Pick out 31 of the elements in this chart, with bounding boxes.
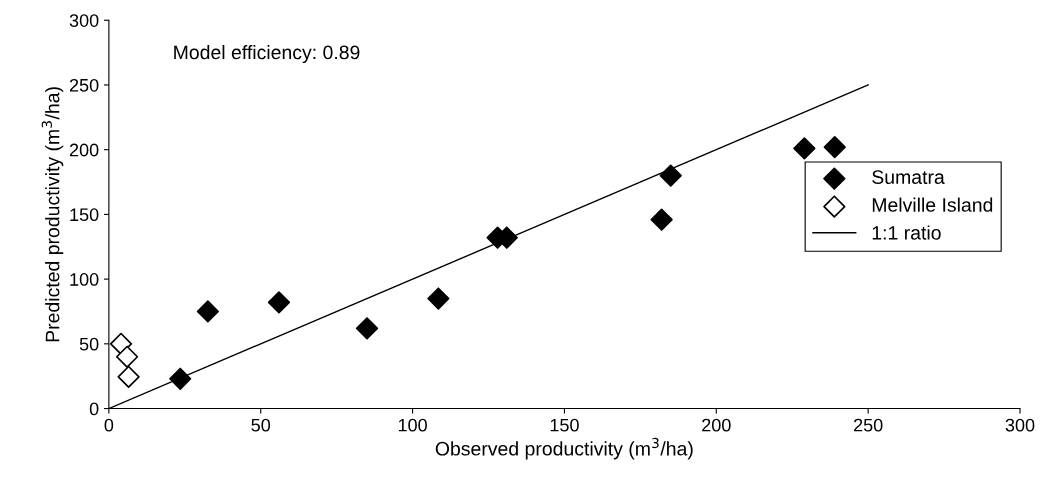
point (793, 137, 816, 160)
point (659, 164, 682, 187)
x-tick-label: 250 (854, 418, 883, 432)
y-tick-label: 100 (70, 273, 99, 286)
x-tick-label: 100 (398, 418, 427, 432)
x-tick-label: 200 (702, 418, 731, 432)
point (115, 345, 139, 368)
point (427, 287, 450, 310)
point (117, 365, 140, 388)
y-tick-label: 200 (69, 143, 99, 157)
legend-label: 1:1 ratio (872, 225, 941, 240)
legend-label: Sumatra (872, 170, 945, 184)
point (169, 367, 192, 390)
y-tick-label: 0 (89, 402, 99, 416)
point (823, 135, 846, 159)
annotation: Model efficiency: 0.89 (174, 44, 360, 64)
x-tick-label: 300 (1005, 418, 1035, 432)
x-tick-label: 50 (251, 418, 271, 432)
point (650, 208, 673, 231)
y-tick-label: 50 (79, 337, 99, 351)
y-axis-title: Predicted productivity (m$^{3}$/ha) (41, 87, 64, 342)
x-axis-title: Observed productivity (m$^{3}$/ha) (435, 437, 693, 460)
y-tick-label: 300 (69, 14, 99, 27)
point (196, 300, 220, 323)
point (355, 317, 379, 340)
y-tick-label: 250 (69, 78, 99, 92)
legend-label: Melville Island (872, 197, 993, 212)
x-tick-label: 150 (550, 418, 579, 432)
y-tick-label: 150 (70, 208, 99, 222)
x-tick-label: 0 (104, 418, 114, 432)
point (267, 291, 291, 314)
